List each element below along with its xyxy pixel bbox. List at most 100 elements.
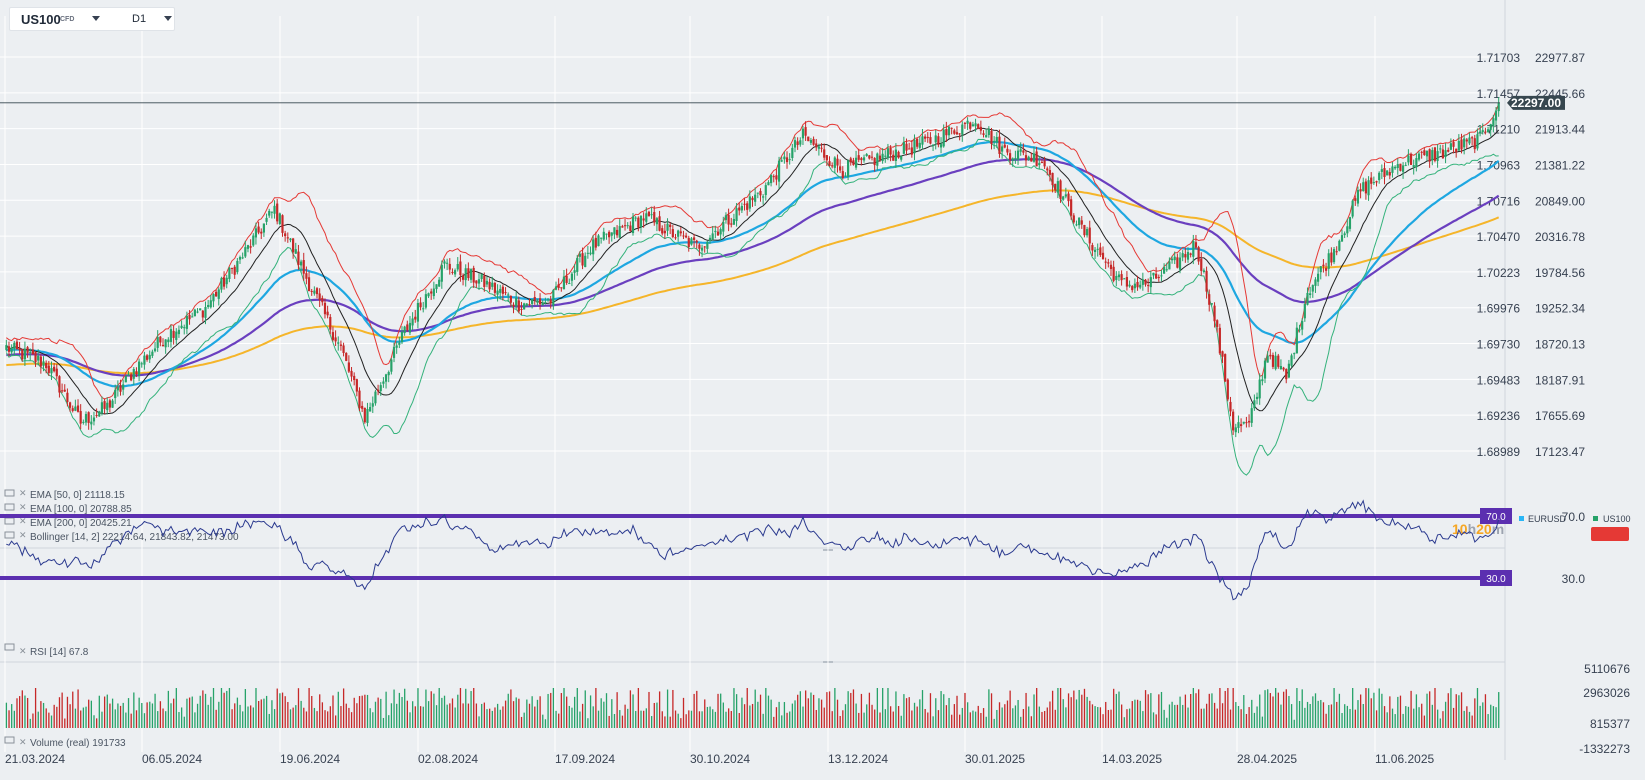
- candle-body[interactable]: [1120, 274, 1123, 281]
- candle-body[interactable]: [950, 127, 953, 129]
- candle-body[interactable]: [748, 196, 751, 209]
- candle-body[interactable]: [74, 406, 77, 411]
- candle-body[interactable]: [100, 402, 104, 414]
- candle-body[interactable]: [528, 304, 531, 306]
- candle-body[interactable]: [977, 124, 980, 130]
- candle-body[interactable]: [708, 237, 712, 241]
- candle-body[interactable]: [1014, 157, 1017, 160]
- candle-body[interactable]: [124, 375, 127, 383]
- candle-body[interactable]: [772, 176, 775, 178]
- candle-body[interactable]: [602, 231, 605, 240]
- candle-body[interactable]: [1298, 329, 1301, 331]
- candle-body[interactable]: [191, 316, 194, 318]
- candle-body[interactable]: [517, 300, 520, 312]
- symbol-selector[interactable]: US100 CFD D1: [9, 7, 175, 31]
- candle-body[interactable]: [1287, 363, 1290, 378]
- candle-body[interactable]: [1035, 151, 1038, 167]
- candle-body[interactable]: [1128, 284, 1131, 287]
- candle-body[interactable]: [979, 126, 982, 131]
- candle-body[interactable]: [538, 298, 542, 305]
- candle-body[interactable]: [390, 359, 393, 372]
- candle-body[interactable]: [1040, 161, 1044, 163]
- candle-body[interactable]: [878, 155, 882, 160]
- candle-body[interactable]: [509, 295, 512, 303]
- candle-body[interactable]: [323, 302, 327, 315]
- candle-body[interactable]: [233, 266, 236, 275]
- candle-body[interactable]: [961, 124, 964, 135]
- candle-body[interactable]: [1489, 124, 1492, 130]
- candle-body[interactable]: [1059, 180, 1062, 199]
- candle-body[interactable]: [631, 216, 635, 234]
- candle-body[interactable]: [594, 237, 597, 248]
- candle-body[interactable]: [265, 217, 268, 222]
- candle-body[interactable]: [1144, 279, 1147, 285]
- candle-body[interactable]: [525, 303, 528, 306]
- candle-body[interactable]: [284, 233, 287, 237]
- candle-body[interactable]: [812, 138, 815, 145]
- candle-body[interactable]: [1372, 182, 1375, 184]
- candle-body[interactable]: [1152, 272, 1155, 276]
- candle-body[interactable]: [47, 365, 50, 373]
- candle-body[interactable]: [1449, 143, 1452, 150]
- candle-body[interactable]: [541, 302, 544, 306]
- candle-body[interactable]: [26, 347, 29, 353]
- candle-body[interactable]: [1311, 285, 1314, 292]
- candle-body[interactable]: [674, 237, 677, 239]
- symbol-chevron-down-icon[interactable]: [92, 16, 100, 21]
- candle-body[interactable]: [884, 155, 887, 157]
- candle-body[interactable]: [185, 315, 188, 329]
- candle-body[interactable]: [299, 261, 303, 266]
- candle-body[interactable]: [249, 246, 252, 248]
- candle-body[interactable]: [1184, 254, 1187, 258]
- candle-body[interactable]: [1447, 149, 1450, 152]
- candle-body[interactable]: [199, 308, 202, 311]
- candle-body[interactable]: [419, 302, 422, 308]
- candle-body[interactable]: [650, 214, 653, 216]
- candle-body[interactable]: [1258, 379, 1261, 399]
- candle-body[interactable]: [1032, 153, 1036, 162]
- candle-body[interactable]: [347, 362, 350, 372]
- candle-body[interactable]: [79, 411, 82, 424]
- candle-body[interactable]: [432, 288, 435, 297]
- candle-body[interactable]: [1444, 150, 1447, 158]
- candle-body[interactable]: [379, 385, 382, 392]
- candle-body[interactable]: [427, 293, 430, 297]
- candle-body[interactable]: [1070, 199, 1073, 216]
- candle-body[interactable]: [1194, 242, 1198, 248]
- candle-body[interactable]: [1224, 354, 1227, 382]
- candle-body[interactable]: [1157, 276, 1160, 279]
- candle-body[interactable]: [836, 158, 839, 166]
- candle-body[interactable]: [971, 124, 974, 127]
- candle-body[interactable]: [1030, 157, 1033, 162]
- candle-body[interactable]: [645, 213, 648, 222]
- candle-body[interactable]: [902, 141, 905, 154]
- candle-body[interactable]: [10, 347, 13, 353]
- candle-body[interactable]: [783, 156, 786, 160]
- candle-body[interactable]: [1324, 268, 1328, 271]
- candle-body[interactable]: [1170, 258, 1174, 261]
- candle-body[interactable]: [931, 144, 935, 146]
- candle-body[interactable]: [392, 346, 396, 358]
- candle-body[interactable]: [260, 231, 263, 234]
- candle-body[interactable]: [193, 309, 196, 317]
- candle-body[interactable]: [1396, 164, 1399, 169]
- candle-body[interactable]: [1319, 266, 1322, 273]
- candle-body[interactable]: [188, 314, 191, 320]
- candle-body[interactable]: [570, 273, 574, 281]
- candle-body[interactable]: [84, 414, 88, 423]
- candle-body[interactable]: [501, 286, 504, 294]
- candle-body[interactable]: [963, 122, 967, 124]
- candle-body[interactable]: [294, 249, 297, 254]
- candle-body[interactable]: [873, 158, 876, 166]
- candle-body[interactable]: [817, 146, 820, 149]
- candle-body[interactable]: [183, 327, 186, 329]
- candle-body[interactable]: [1048, 170, 1052, 175]
- candle-body[interactable]: [1250, 408, 1253, 423]
- candle-body[interactable]: [1383, 168, 1386, 177]
- candle-body[interactable]: [228, 267, 231, 279]
- candle-body[interactable]: [416, 302, 420, 322]
- candle-body[interactable]: [469, 269, 473, 280]
- candle-body[interactable]: [791, 147, 794, 158]
- candle-body[interactable]: [868, 155, 871, 159]
